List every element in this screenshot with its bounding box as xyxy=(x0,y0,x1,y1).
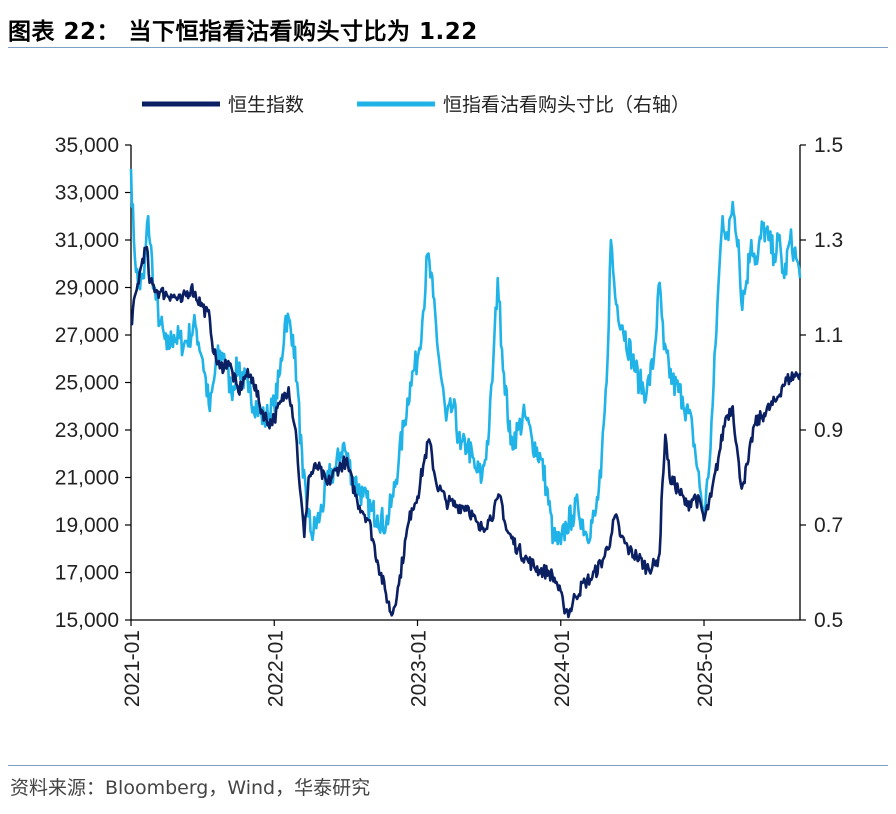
y-left-tick-label: 21,000 xyxy=(55,467,119,490)
y-left-tick-label: 19,000 xyxy=(55,514,119,537)
series-layer xyxy=(129,168,802,619)
y-right-tick-label: 1.3 xyxy=(814,229,843,252)
series-line-put-call-ratio xyxy=(129,168,802,546)
source-note: 资料来源：Bloomberg，Wind，华泰研究 xyxy=(10,777,371,799)
legend: 恒生指数 恒指看沽看购头寸比（右轴） xyxy=(142,94,690,116)
y-left-tick-label: 29,000 xyxy=(55,277,119,300)
y-right-tick-label: 1.1 xyxy=(814,324,843,347)
legend-label-ratio: 恒指看沽看购头寸比（右轴） xyxy=(443,94,690,116)
series-line-hang-seng-index xyxy=(130,245,802,619)
y-left-tick-label: 25,000 xyxy=(55,372,119,395)
x-tick-label: 2021-01 xyxy=(121,630,144,707)
y-left-tick-label: 31,000 xyxy=(55,229,119,252)
y-left-tick-label: 27,000 xyxy=(55,324,119,347)
x-tick-label: 2023-01 xyxy=(408,630,431,707)
y-left-tick-label: 35,000 xyxy=(55,134,119,157)
line-chart: 恒生指数 恒指看沽看购头寸比（右轴） 15,000 17,000 19,000 21,… xyxy=(55,94,843,707)
y-left-tick-label: 17,000 xyxy=(55,562,119,585)
y-left-tick-label: 23,000 xyxy=(55,419,119,442)
y-left-tick-label: 15,000 xyxy=(55,609,119,632)
x-tick-label: 2024-01 xyxy=(551,630,574,707)
y-right-tick-label: 0.9 xyxy=(814,419,843,442)
y-right-tick-label: 1.5 xyxy=(814,134,843,157)
chart-title: 图表 22： 当下恒指看沽看购头寸比为 1.22 xyxy=(8,19,478,45)
legend-label-hsi: 恒生指数 xyxy=(228,94,304,116)
header-divider xyxy=(8,47,888,48)
footer-divider xyxy=(8,765,888,766)
axes: 15,000 17,000 19,000 21,000 23,000 25,000 27,0… xyxy=(55,134,843,707)
y-left-tick-label: 33,000 xyxy=(55,182,119,205)
x-tick-label: 2022-01 xyxy=(264,630,287,707)
x-tick-label: 2025-01 xyxy=(694,630,717,707)
y-right-tick-label: 0.7 xyxy=(814,514,843,537)
y-right-tick-label: 0.5 xyxy=(814,609,843,632)
